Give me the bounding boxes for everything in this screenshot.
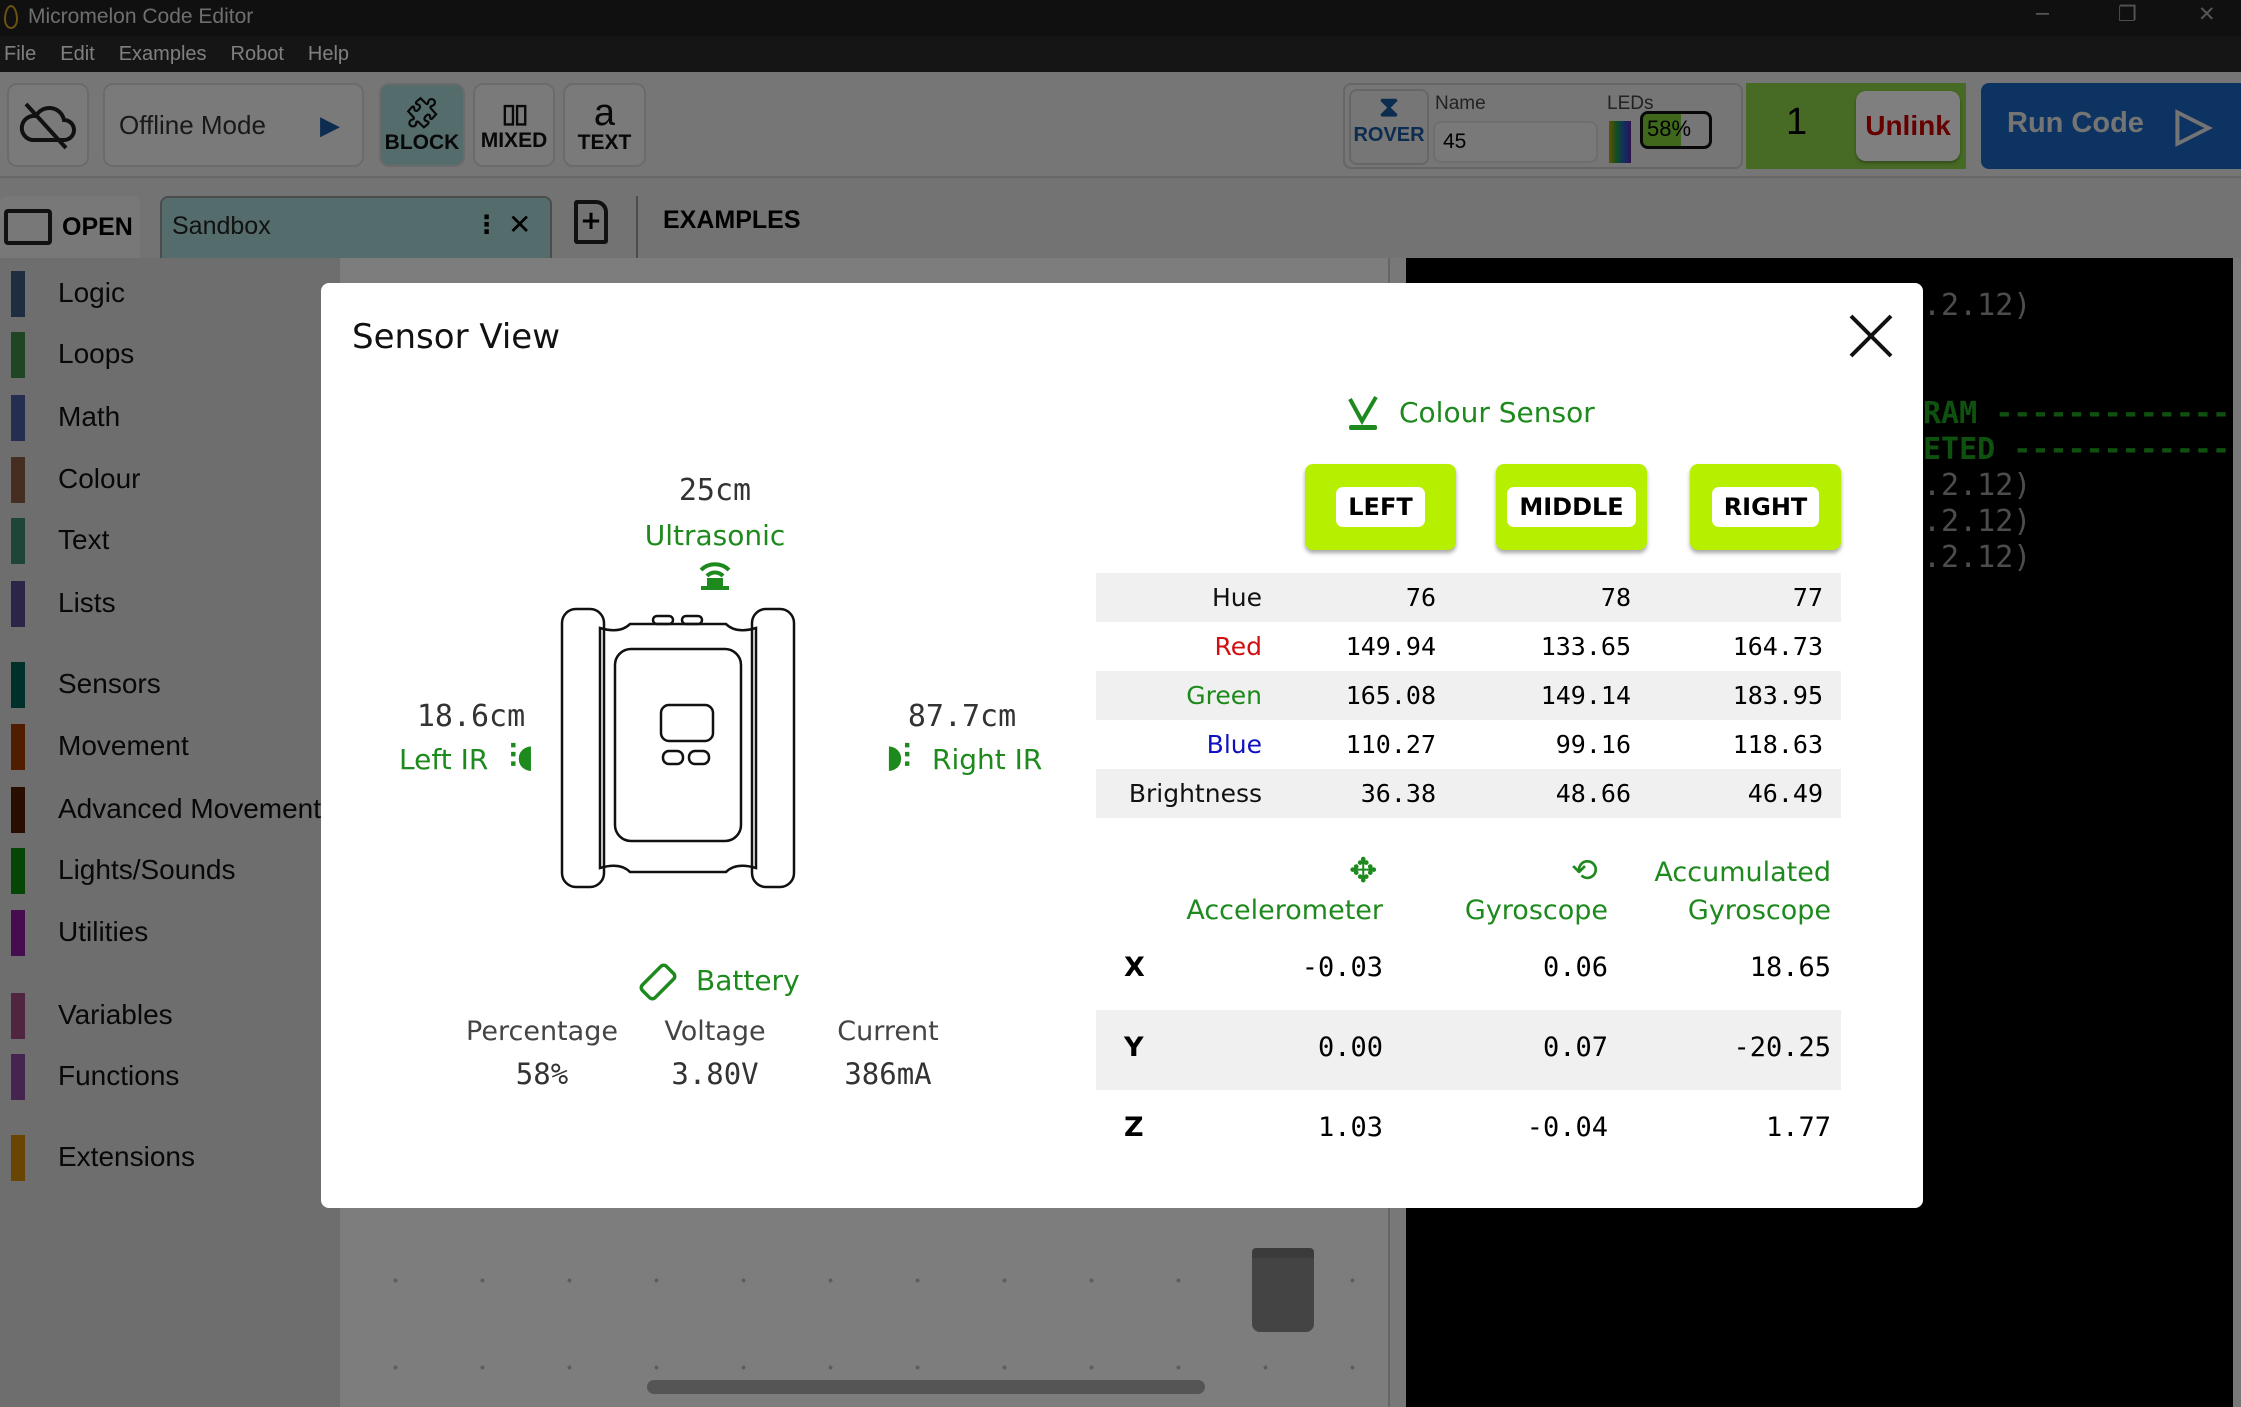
table-row-red: Red 149.94 133.65 164.73	[1096, 622, 1841, 671]
cell-value: 76	[1405, 583, 1436, 612]
battery-voltage-value: 3.80V	[671, 1057, 759, 1091]
accumulated-gyroscope-header-line2: Gyroscope	[1687, 895, 1831, 926]
cell-value: 165.08	[1345, 681, 1436, 710]
cell-value: 78	[1600, 583, 1631, 612]
accelerometer-icon: ✥	[1349, 851, 1378, 891]
cell-value: 149.94	[1345, 632, 1436, 661]
cell-value: 1.03	[1317, 1112, 1383, 1143]
row-label: Blue	[1206, 730, 1262, 759]
battery-voltage-header: Voltage	[664, 1016, 766, 1047]
battery-current-value: 386mA	[844, 1057, 932, 1091]
battery-icon	[639, 963, 677, 1001]
table-row-blue: Blue 110.27 99.16 118.63	[1096, 720, 1841, 769]
imu-row-y: Y 0.00 0.07 -20.25	[1096, 1010, 1841, 1090]
row-label: Brightness	[1128, 779, 1262, 808]
ultrasonic-value: 25cm	[678, 473, 752, 508]
left-ir-icon: ⫶◖	[509, 737, 534, 775]
accumulated-gyroscope-header-line1: Accumulated	[1654, 857, 1831, 888]
battery-percentage-header: Percentage	[466, 1016, 618, 1047]
axis-label: Y	[1124, 1032, 1144, 1063]
colour-right-label: RIGHT	[1711, 487, 1820, 527]
colour-left-button[interactable]: LEFT	[1305, 464, 1456, 550]
close-button[interactable]	[1848, 313, 1894, 359]
cell-value: 118.63	[1732, 730, 1823, 759]
close-icon	[1849, 314, 1893, 358]
row-label: Green	[1186, 681, 1262, 710]
dialog-title: Sensor View	[352, 317, 561, 357]
sensor-view-dialog: Sensor View 25cm Ultrasonic 18.6cm Left …	[321, 283, 1923, 1208]
colour-middle-label: MIDDLE	[1507, 487, 1636, 527]
left-ir-label: Left IR	[399, 743, 489, 776]
cell-value: 77	[1792, 583, 1823, 612]
cell-value: 46.49	[1747, 779, 1823, 808]
cell-value: 48.66	[1555, 779, 1631, 808]
row-label: Red	[1214, 632, 1263, 661]
cell-value: 110.27	[1345, 730, 1436, 759]
cell-value: 99.16	[1555, 730, 1631, 759]
left-ir-value: 18.6cm	[416, 699, 526, 734]
colour-middle-button[interactable]: MIDDLE	[1496, 464, 1647, 550]
battery-current-header: Current	[837, 1016, 939, 1047]
battery-percentage-value: 58%	[515, 1057, 569, 1091]
cell-value: -20.25	[1733, 1032, 1831, 1063]
cell-value: 149.14	[1540, 681, 1631, 710]
ultrasonic-label: Ultrasonic	[644, 519, 786, 552]
cell-value: -0.04	[1526, 1112, 1608, 1143]
cell-value: 36.38	[1360, 779, 1436, 808]
cell-value: -0.03	[1301, 952, 1383, 983]
colour-sensor-title: Colour Sensor	[1399, 396, 1595, 429]
cell-value: 183.95	[1732, 681, 1823, 710]
table-row-brightness: Brightness 36.38 48.66 46.49	[1096, 769, 1841, 818]
gyroscope-header: Gyroscope	[1464, 895, 1608, 926]
colour-left-label: LEFT	[1336, 487, 1425, 527]
colour-right-button[interactable]: RIGHT	[1690, 464, 1841, 550]
axis-label: Z	[1124, 1112, 1144, 1143]
rover-robot-diagram	[560, 607, 796, 889]
accelerometer-header: Accelerometer	[1186, 895, 1383, 926]
right-ir-value: 87.7cm	[907, 699, 1017, 734]
table-row-hue: Hue 76 78 77	[1096, 573, 1841, 622]
cell-value: 0.07	[1542, 1032, 1608, 1063]
gyroscope-icon: ⟲	[1571, 851, 1598, 889]
colour-sensor-icon	[1348, 395, 1378, 430]
axis-label: X	[1124, 952, 1145, 983]
battery-label: Battery	[696, 964, 800, 997]
right-ir-label: Right IR	[932, 743, 1043, 776]
cell-value: 0.06	[1542, 952, 1608, 983]
right-ir-icon: ◗⫶	[886, 737, 911, 775]
cell-value: 133.65	[1540, 632, 1631, 661]
imu-row-x: X -0.03 0.06 18.65	[1096, 930, 1841, 1010]
cell-value: 0.00	[1317, 1032, 1383, 1063]
ultrasonic-icon	[699, 562, 731, 590]
imu-row-z: Z 1.03 -0.04 1.77	[1096, 1090, 1841, 1170]
table-row-green: Green 165.08 149.14 183.95	[1096, 671, 1841, 720]
cell-value: 164.73	[1732, 632, 1823, 661]
row-label: Hue	[1211, 583, 1262, 612]
cell-value: 18.65	[1749, 952, 1831, 983]
cell-value: 1.77	[1765, 1112, 1831, 1143]
